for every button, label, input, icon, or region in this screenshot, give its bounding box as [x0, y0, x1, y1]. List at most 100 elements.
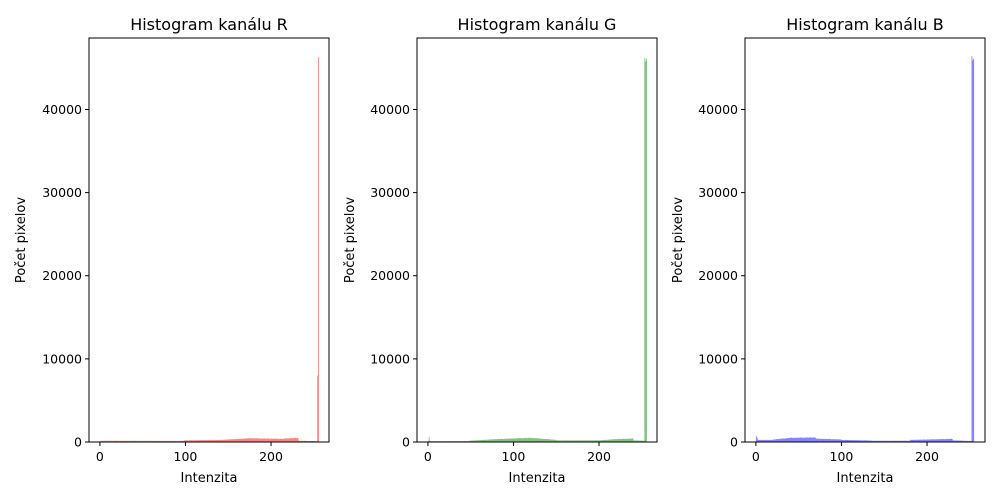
tick-group-b: 0 100 200 0 10000 20000 30000 40000 [698, 102, 939, 464]
histogram-bar [581, 440, 582, 442]
histogram-bar [155, 440, 157, 442]
histogram-bar [928, 439, 930, 442]
histogram-bar [469, 440, 471, 442]
histogram-bar [790, 437, 791, 442]
histogram-bar [887, 440, 889, 442]
histogram-bar [209, 440, 211, 442]
histogram-bar [217, 440, 219, 442]
histogram-bar [940, 439, 942, 442]
histogram-bar [909, 440, 910, 442]
histogram-bar [189, 440, 191, 442]
histogram-bar [844, 439, 845, 442]
histogram-bar [840, 439, 842, 442]
histogram-bar [237, 438, 239, 442]
histogram-bar [494, 439, 496, 442]
y-tick-label: 20000 [42, 268, 82, 283]
histogram-bar [584, 440, 586, 442]
histogram-bar [528, 437, 530, 442]
histogram-bar [855, 440, 857, 442]
histogram-bar [957, 440, 959, 442]
histogram-bar [492, 439, 493, 442]
histogram-bar [511, 438, 513, 442]
histogram-bar [593, 440, 595, 442]
histogram-bar [948, 438, 950, 442]
histogram-bar [247, 438, 249, 442]
histogram-bar [630, 438, 632, 442]
histogram-bar [204, 440, 206, 442]
histogram-bar [295, 438, 297, 442]
histogram-bar [920, 439, 922, 442]
histogram-bar [586, 440, 588, 442]
histogram-bar [253, 438, 254, 442]
histogram-bar [954, 440, 956, 442]
histogram-bar [252, 438, 254, 442]
histogram-bar [160, 440, 162, 442]
histogram-bar [770, 440, 772, 442]
histogram-bar [841, 439, 843, 442]
histogram-bar [184, 440, 186, 442]
histogram-bar [910, 439, 912, 442]
histogram-bar [767, 440, 769, 442]
histogram-bar [802, 437, 803, 442]
histogram-bar [913, 439, 915, 442]
histogram-bar [970, 440, 972, 442]
histogram-bar [108, 440, 110, 442]
histogram-bar [814, 437, 815, 442]
histogram-bar [923, 439, 925, 442]
histogram-bar [241, 438, 243, 442]
histogram-bar [117, 440, 118, 442]
histogram-bar [193, 440, 195, 442]
histogram-bar [299, 440, 301, 442]
histogram-bar [814, 437, 816, 442]
x-tick-label: 200 [915, 449, 939, 464]
histogram-bar [939, 439, 940, 442]
histogram-bar [782, 438, 784, 442]
histogram-bar [271, 438, 272, 442]
histogram-bar [597, 440, 599, 442]
histogram-bar [617, 439, 618, 442]
histogram-bar [225, 439, 227, 442]
histogram-bar [312, 440, 314, 442]
histogram-bar [555, 439, 557, 442]
histogram-bar [125, 440, 127, 442]
histogram-bar [285, 438, 287, 442]
histogram-bar [219, 439, 221, 442]
histogram-bar [315, 440, 317, 442]
histogram-bar [874, 440, 876, 442]
x-tick-label: 100 [830, 449, 854, 464]
histogram-bar [921, 439, 923, 442]
histogram-bar [304, 440, 306, 442]
histogram-bar [942, 439, 944, 442]
histogram-bar [483, 439, 485, 442]
histogram-bar [116, 440, 118, 442]
histogram-bar [933, 439, 934, 442]
histogram-bar [520, 438, 522, 442]
histogram-bar [120, 440, 122, 442]
histogram-bar [216, 439, 218, 442]
histogram-bar [140, 440, 142, 442]
histogram-bar [941, 438, 943, 442]
y-axis-label-g: Počet pixelov [343, 197, 358, 283]
histogram-bar [912, 439, 914, 442]
histogram-bar [313, 440, 315, 442]
histogram-bar [251, 438, 253, 442]
y-tick-label: 10000 [698, 351, 738, 366]
histogram-bar [785, 438, 786, 442]
histogram-bar [864, 440, 866, 442]
histogram-bar [617, 438, 619, 442]
histogram-bar [613, 439, 615, 442]
histogram-bar [563, 440, 564, 442]
histogram-bar [263, 438, 265, 442]
histogram-bar [959, 440, 961, 442]
histogram-bar [114, 440, 116, 442]
histogram-bar [884, 440, 886, 442]
histogram-bar [924, 439, 926, 442]
histogram-bar [201, 440, 203, 442]
histogram-bar [852, 440, 854, 442]
histogram-bar [889, 440, 891, 442]
histogram-bar [590, 440, 592, 442]
histogram-bar [256, 438, 258, 442]
histogram-bar [248, 438, 250, 442]
histogram-bar [273, 438, 275, 442]
histogram-bar [152, 440, 153, 442]
